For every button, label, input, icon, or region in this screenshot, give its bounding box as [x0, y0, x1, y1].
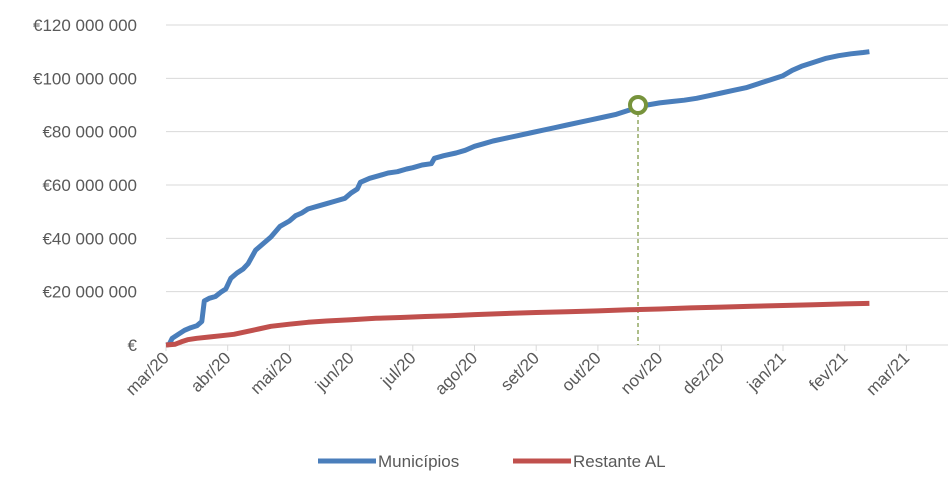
x-tick-label: mar/21: [862, 348, 913, 399]
x-tick-label: mar/20: [122, 348, 173, 399]
y-tick-label: €120 000 000: [33, 16, 137, 35]
x-tick-label: jan/21: [743, 348, 790, 395]
y-axis-labels: € €20 000 000 €40 000 000 €60 000 000 €80 00…: [33, 16, 138, 355]
x-tick-label: jul/20: [377, 348, 420, 391]
series-lines: [165, 49, 870, 348]
y-tick-label: €60 000 000: [42, 176, 137, 195]
x-tick-label: mai/20: [247, 348, 297, 398]
x-tick-label: nov/20: [617, 348, 667, 398]
x-tick-label: jun/20: [311, 348, 358, 395]
x-tick-label: ago/20: [431, 348, 481, 398]
x-axis: mar/20 abr/20 mai/20 jun/20 jul/20 ago/20 set/…: [122, 344, 948, 399]
legend-label: Restante AL: [573, 452, 666, 471]
y-tick-label: €100 000 000: [33, 69, 137, 88]
y-tick-label: €80 000 000: [42, 123, 137, 142]
series-line: [165, 49, 870, 348]
y-tick-label: €40 000 000: [42, 229, 137, 248]
grid-lines: [166, 24, 948, 293]
y-tick-label: €20 000 000: [42, 283, 137, 302]
legend: Municípios Restante AL: [318, 452, 666, 471]
series-line: [165, 300, 870, 348]
x-tick-label: out/20: [558, 348, 605, 395]
highlight-marker-group: [628, 95, 649, 115]
x-tick-label: dez/20: [679, 348, 729, 398]
x-tick-label: set/20: [497, 348, 543, 394]
highlight-marker: [628, 95, 649, 115]
legend-label: Municípios: [378, 452, 459, 471]
x-tick-label: fev/21: [805, 348, 851, 394]
y-tick-label: €: [128, 336, 138, 355]
x-tick-label: abr/20: [187, 348, 235, 396]
